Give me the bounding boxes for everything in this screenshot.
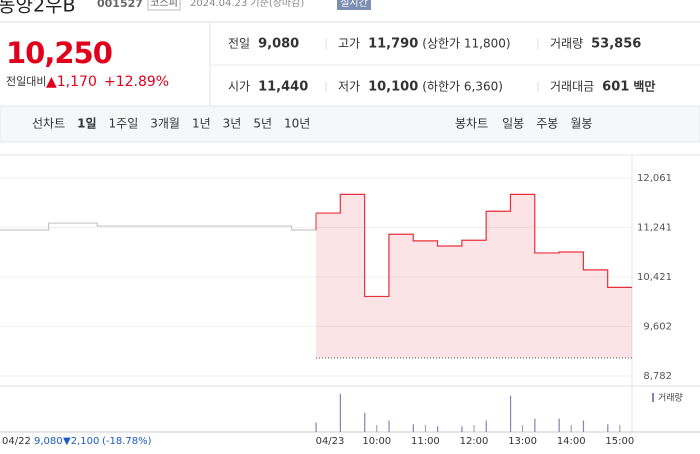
tab[interactable]: 월봉 [570,117,592,131]
tab[interactable]: 10년 [284,117,310,131]
quote-value: 11,440 [258,80,308,95]
y-tick-label: 11,241 [637,223,672,234]
tab-bar [0,105,700,143]
quote-label: 전일 [228,37,250,51]
tab[interactable]: 주봉 [536,117,558,131]
legend-label: 거래량 [658,392,683,404]
price-block: 10,250 전일대비 ▲1,170 +12.89% [6,22,700,106]
quote-value: 11,790 [368,37,418,52]
quote-label: 저가 [338,80,360,94]
x-tick-label: 04/23 [316,436,345,447]
tabs: 선차트 1일 1주일 3개월 1년 3년 5년 10년 봉차트 일봉 주봉 월봉 [32,117,592,131]
price-line [0,222,316,231]
tab-group-label: 봉차트 [455,117,488,131]
y-tick-label: 10,421 [637,272,672,283]
quote-extra: (상한가 11,800) [422,37,510,51]
x-tick-label: 13:00 [508,436,537,447]
x-tick-label: 11:00 [411,436,440,447]
footer-price: 9,080 [34,436,63,447]
tab-background [0,105,700,143]
volume-bar [534,418,536,432]
volume-bar [607,424,609,432]
price-line [316,193,632,298]
quote-value: 10,100 [368,80,418,95]
volume-bar [509,395,512,432]
footer: 04/22 9,080 ▼2,100 (-18.78%) [2,436,152,447]
change: ▲1,170 [46,74,97,90]
quote-extra: (하한가 6,360) [422,80,503,94]
x-tick-label: 15:00 [605,436,634,447]
tab[interactable]: 일봉 [502,117,524,131]
stock-code: 001527 [97,0,143,10]
tab[interactable]: 5년 [253,117,272,131]
volume-bar [437,426,439,432]
y-tick-label: 12,061 [637,173,672,184]
stock-name: 동양2우B [0,0,76,17]
tab[interactable]: 3개월 [150,117,180,131]
volume-bar [582,420,585,432]
realtime[interactable]: 실시간 [340,0,368,9]
x-tick-label: 12:00 [460,436,489,447]
quote-value: 9,080 [258,37,299,52]
y-tick-label: 9,602 [643,321,672,332]
tab-group-label: 선차트 [32,117,65,131]
current-price: 10,250 [6,36,112,70]
volume-bar [364,412,366,432]
realtime-badge[interactable] [337,0,371,10]
date: 2024.04.23 기준(장마감) [190,0,304,9]
x-tick-label: 10:00 [362,436,391,447]
chart: 12,061 11,241 10,421 9,602 8,782 04/23 10:00 11… [0,154,700,447]
y-tick-label: 8,782 [643,371,672,382]
tab[interactable]: 1년 [192,117,211,131]
quote-value: 601 [602,80,629,95]
quote-label: 고가 [338,37,360,51]
tab[interactable]: 3년 [223,117,242,131]
footer-rate: (-18.78%) [102,436,152,447]
tab[interactable]: 1일 [77,117,96,131]
quote-value: 53,856 [591,37,641,52]
quote-label: 시가 [228,80,250,94]
volume-bar [388,420,390,432]
quote-extra: 백만 [633,79,655,94]
market: 코스피 [150,0,178,9]
quote-label: 거래량 [550,37,583,51]
market-badge [147,0,181,11]
volume-bar [339,393,342,432]
volume-bar [461,426,463,432]
change-rate: +12.89% [104,74,169,90]
footer-date: 04/22 [2,436,31,447]
change-label: 전일대비 [6,74,46,88]
volume-bar [558,418,560,432]
x-tick-label: 14:00 [557,436,586,447]
area [316,194,632,359]
volume-bar [412,424,414,432]
footer-change: ▼2,100 [63,436,99,447]
legend-swatch [652,393,654,402]
quote-table: 전일 9,080 고가 11,790 (상한가 11,800) 거래량 53,856 시가 11… [228,37,655,95]
volume-bar [485,420,487,432]
quote-label: 거래대금 [550,80,594,94]
header: 동양2우B 001527 코스피 2024.04.23 기준(장마감) 실시간 [0,0,700,23]
volume-bar [315,422,317,432]
tab[interactable]: 1주일 [109,117,139,131]
